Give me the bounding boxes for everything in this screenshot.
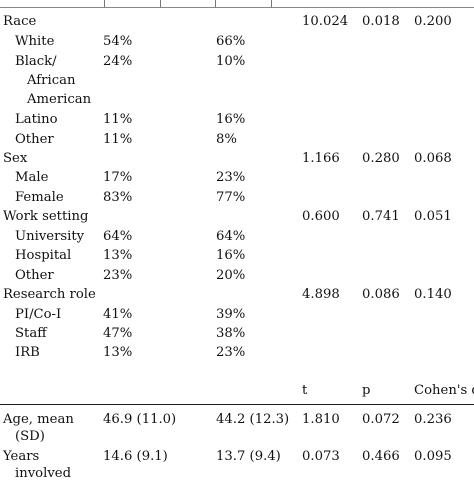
row-label: Work setting	[3, 209, 89, 224]
group1-value: 64%	[103, 229, 133, 244]
test-statistic: 0.073	[302, 449, 340, 464]
group2-value: 16%	[216, 248, 246, 263]
row-label: Sex	[3, 151, 28, 166]
group2-value: 8%	[216, 132, 237, 147]
group1-value: 83%	[103, 190, 133, 205]
row-label: Staff	[15, 326, 47, 341]
row-label: Other	[15, 268, 54, 283]
group2-value: 23%	[216, 170, 246, 185]
row-label: American	[27, 92, 92, 107]
effect-size: 0.236	[414, 412, 452, 427]
row-label-continued: (SD)	[15, 429, 45, 444]
row-label: African	[27, 73, 76, 88]
header-rule	[0, 404, 474, 405]
row-label: Age, mean	[3, 412, 74, 427]
group1-value: 17%	[103, 170, 133, 185]
group1-value: 11%	[103, 112, 133, 127]
column-divider	[215, 0, 216, 8]
p-header: p	[362, 383, 371, 398]
group2-value: 77%	[216, 190, 246, 205]
test-statistic: 0.600	[302, 209, 340, 224]
row-label: IRB	[15, 345, 40, 360]
row-label: Male	[15, 170, 49, 185]
row-label: White	[15, 34, 55, 49]
row-label: Other	[15, 132, 54, 147]
p-value: 0.018	[362, 14, 400, 29]
t-header: t	[302, 383, 308, 398]
column-divider	[271, 0, 272, 8]
p-value: 0.280	[362, 151, 400, 166]
test-statistic: 1.166	[302, 151, 340, 166]
row-label: Hospital	[15, 248, 72, 263]
column-divider	[104, 0, 105, 8]
group1-value: 13%	[103, 248, 133, 263]
table-top-rule	[0, 7, 474, 8]
table-top-border	[0, 0, 474, 8]
effect-size: 0.068	[414, 151, 452, 166]
group1-value: 54%	[103, 34, 133, 49]
group2-value: 13.7 (9.4)	[216, 449, 281, 464]
group2-value: 44.2 (12.3)	[216, 412, 290, 427]
group1-value: 47%	[103, 326, 133, 341]
group2-value: 38%	[216, 326, 246, 341]
test-statistic: 10.024	[302, 14, 349, 29]
group1-value: 13%	[103, 345, 133, 360]
group1-value: 24%	[103, 54, 133, 69]
row-label: Years	[3, 449, 40, 464]
group1-value: 46.9 (11.0)	[103, 412, 177, 427]
group2-value: 39%	[216, 307, 246, 322]
p-value: 0.466	[362, 449, 400, 464]
effect-size: 0.095	[414, 449, 452, 464]
effect-size: 0.200	[414, 14, 452, 29]
column-divider	[160, 0, 161, 8]
group1-value: 14.6 (9.1)	[103, 449, 168, 464]
group1-value: 41%	[103, 307, 133, 322]
group2-value: 20%	[216, 268, 246, 283]
effect-size: 0.051	[414, 209, 452, 224]
p-value: 0.086	[362, 287, 400, 302]
p-value: 0.072	[362, 412, 400, 427]
group2-value: 66%	[216, 34, 246, 49]
group1-value: 23%	[103, 268, 133, 283]
test-statistic: 1.810	[302, 412, 340, 427]
group2-value: 10%	[216, 54, 246, 69]
group2-value: 16%	[216, 112, 246, 127]
p-value: 0.741	[362, 209, 400, 224]
row-label: Research role	[3, 287, 96, 302]
row-label: Latino	[15, 112, 58, 127]
group2-value: 23%	[216, 345, 246, 360]
row-label: Race	[3, 14, 37, 29]
row-label: Female	[15, 190, 64, 205]
group1-value: 11%	[103, 132, 133, 147]
row-label: PI/Co-I	[15, 307, 62, 322]
test-statistic: 4.898	[302, 287, 340, 302]
effect-size: 0.140	[414, 287, 452, 302]
row-label: Black/	[15, 54, 57, 69]
cohens-d-header: Cohen's d	[414, 383, 474, 398]
group2-value: 64%	[216, 229, 246, 244]
row-label: University	[15, 229, 85, 244]
